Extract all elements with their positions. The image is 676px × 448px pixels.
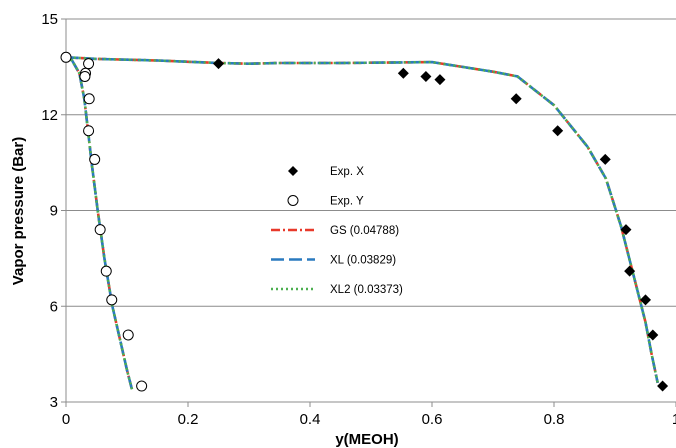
circle-point — [60, 51, 72, 63]
diamond-point — [620, 224, 632, 236]
legend-label: GS (0.04788) — [330, 225, 399, 237]
diamond-point — [657, 380, 669, 392]
legend-label: Exp. X — [330, 166, 364, 178]
y-tick-label: 15 — [41, 11, 58, 28]
y-axis-title: Vapor pressure (Bar) — [10, 137, 27, 285]
circle-point — [287, 195, 299, 206]
circle-point — [83, 58, 95, 70]
gridlines — [66, 18, 676, 307]
x-tick-label: 0.2 — [178, 411, 199, 428]
y-tick-label: 9 — [50, 203, 58, 220]
legend-label: Exp. Y — [330, 196, 364, 208]
y-tick-label: 3 — [50, 394, 58, 411]
circle-point — [136, 380, 148, 392]
legend: Exp. X Exp. Y GS (0.04788) XL (0.03829) XL2 … — [271, 166, 403, 296]
x-tick-label: 0.6 — [422, 411, 443, 428]
legend-label: XL2 (0.03373) — [330, 284, 403, 296]
circle-point — [83, 93, 95, 105]
diamond-point — [434, 74, 446, 86]
x-tick-label: 0 — [62, 411, 70, 428]
circle-point — [79, 70, 91, 82]
diamond-point — [599, 153, 611, 165]
axes — [61, 18, 676, 407]
series-line — [65, 56, 659, 390]
tick-labels: 3 6 9 12 15 0 0.2 0.4 0.6 0.8 1 — [41, 11, 676, 428]
circle-point — [100, 265, 112, 277]
diamond-point — [288, 166, 298, 176]
y-tick-label: 6 — [50, 298, 58, 315]
diamond-point — [640, 294, 651, 306]
diamond-point — [552, 125, 564, 137]
diamond-point — [213, 58, 224, 70]
x-axis-title: y(MEOH) — [335, 431, 398, 448]
diamond-point — [647, 329, 659, 341]
diamond-point — [420, 70, 432, 82]
legend-label: XL (0.03829) — [330, 255, 396, 267]
circle-point — [106, 294, 118, 306]
circle-point — [83, 125, 95, 137]
y-tick-label: 12 — [41, 107, 58, 124]
x-tick-label: 1 — [672, 411, 676, 428]
circle-point — [94, 224, 106, 236]
x-tick-label: 0.8 — [544, 411, 565, 428]
diamond-point — [510, 93, 522, 105]
circle-point — [89, 153, 101, 165]
x-tick-label: 0.4 — [300, 411, 321, 428]
diamond-point — [397, 67, 409, 79]
circle-point — [122, 329, 134, 341]
diamond-point — [624, 265, 636, 277]
series-layer — [60, 51, 669, 392]
